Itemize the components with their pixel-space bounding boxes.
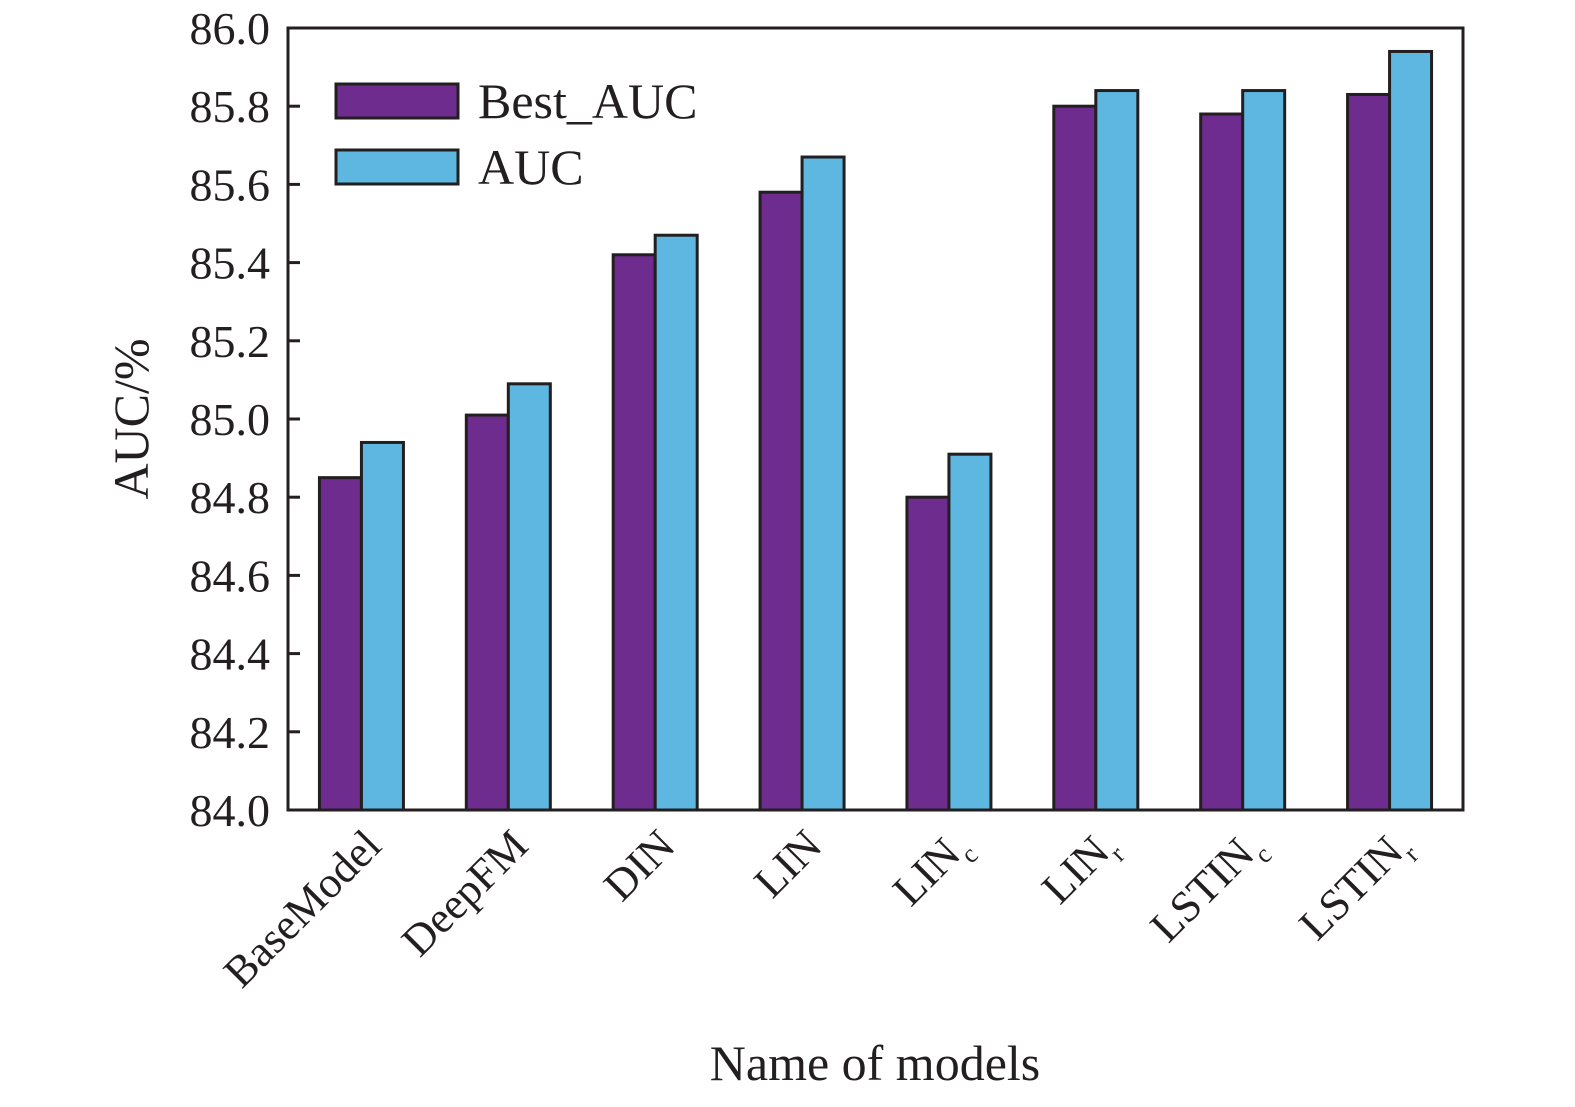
y-tick-label: 84.6 (190, 550, 271, 601)
x-tick-label: LIN (745, 820, 831, 906)
legend-label: Best_AUC (478, 73, 697, 129)
legend: Best_AUC AUC (334, 73, 697, 195)
bar-auc-4 (800, 155, 846, 812)
x-tick-label: BaseModel (214, 820, 390, 996)
y-tick-label: 84.8 (190, 472, 271, 523)
bar-auc-5 (947, 452, 993, 812)
y-axis-title: AUC/% (103, 338, 159, 499)
x-tick-label-text: LSTIN (1290, 827, 1413, 950)
bar-auc-1 (359, 440, 405, 812)
x-tick-label: LINr (1032, 820, 1131, 919)
x-tick-label: LSTINc (1141, 820, 1278, 957)
bar-best-auc-4 (758, 190, 804, 812)
x-tick-label: DeepFM (392, 820, 537, 965)
y-tick-label: 86.0 (190, 3, 271, 54)
x-tick-label-text: DeepFM (392, 820, 537, 965)
y-tick-label: 84.0 (190, 785, 271, 836)
y-tick-label: 85.4 (190, 238, 271, 289)
plot-frame (286, 26, 1465, 812)
x-tick-label-text: DIN (594, 820, 684, 910)
bar-best-auc-7 (1199, 112, 1245, 812)
bar-best-auc-6 (1052, 104, 1098, 812)
bar-auc-7 (1241, 89, 1287, 812)
bar-auc-8 (1388, 49, 1434, 812)
x-axis-title: Name of models (710, 1035, 1040, 1091)
x-axis: BaseModel DeepFM DIN LIN LINc LINr LSTINc LSTIN… (214, 820, 1425, 996)
x-tick-label-text: LIN (745, 820, 831, 906)
y-tick-label: 85.2 (190, 316, 271, 367)
x-tick-label-text: LIN (883, 829, 969, 915)
bar-auc-2 (506, 382, 552, 812)
x-tick-label-text: LIN (1032, 827, 1118, 913)
legend-label: AUC (478, 139, 584, 195)
bar-auc-6 (1094, 89, 1140, 812)
y-tick-label: 84.4 (190, 629, 271, 680)
x-tick-label: LINc (883, 820, 983, 920)
bar-best-auc-3 (611, 253, 657, 812)
x-tick-label: DIN (594, 820, 684, 910)
bar-best-auc-2 (464, 413, 510, 812)
legend-swatch (334, 148, 460, 186)
bar-best-auc-1 (317, 476, 363, 812)
legend-swatch (334, 82, 460, 120)
bars-layer (317, 49, 1434, 812)
y-tick-label: 85.0 (190, 394, 271, 445)
y-axis: 84.0 84.2 84.4 84.6 84.8 85.0 85.2 85.4 85.6 85.8… (190, 3, 300, 836)
bar-auc-3 (653, 233, 699, 812)
bar-best-auc-5 (905, 495, 951, 812)
y-tick-label: 85.6 (190, 159, 271, 210)
x-tick-label-text: LSTIN (1141, 829, 1264, 952)
y-tick-label: 84.2 (190, 707, 271, 758)
y-tick-label: 85.8 (190, 81, 271, 132)
x-tick-label-text: BaseModel (214, 820, 390, 996)
bar-best-auc-8 (1346, 92, 1392, 812)
x-tick-label: LSTINr (1290, 820, 1425, 955)
